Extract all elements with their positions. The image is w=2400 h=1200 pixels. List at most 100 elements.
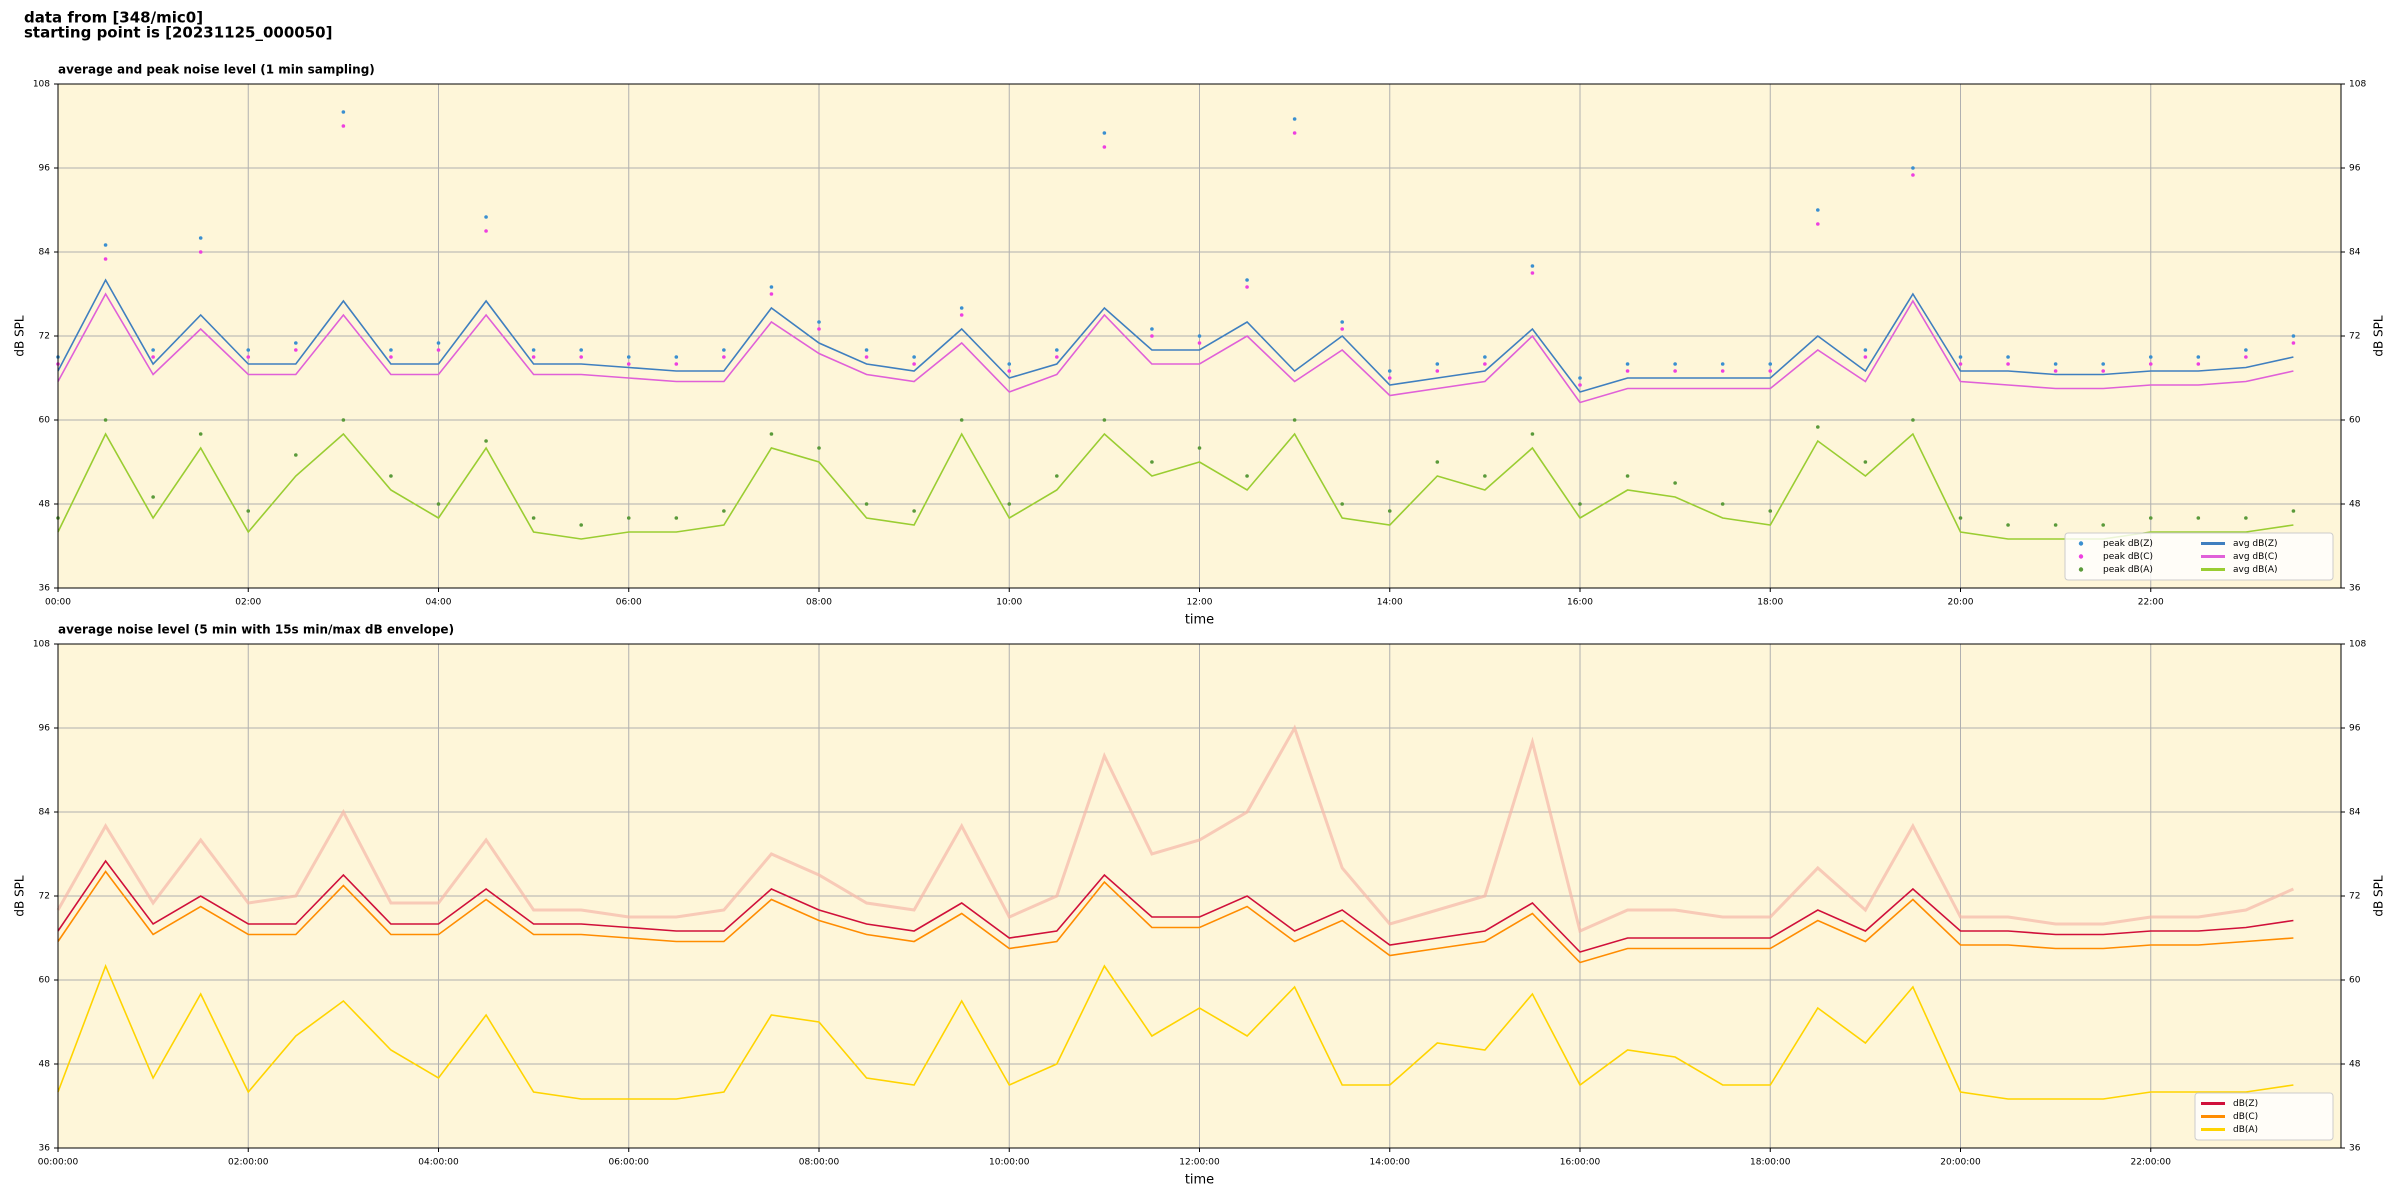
peak-point [1911, 418, 1915, 422]
peak-point [1435, 362, 1440, 366]
plot-frame [57, 83, 2342, 589]
y-axis-label: dB SPL [13, 315, 27, 357]
peak-point [864, 502, 869, 506]
peak-point [2291, 341, 2296, 345]
peak-point [1055, 474, 1059, 478]
peak-point [246, 348, 251, 352]
peak-point [1197, 446, 1202, 450]
y2-tick-label: 96 [2349, 164, 2361, 174]
y-tick-label: 36 [39, 1144, 51, 1154]
peak-point [2244, 348, 2248, 352]
peak-point [1768, 369, 1773, 373]
peak-point [1483, 474, 1487, 478]
peak-point [531, 355, 536, 359]
peak-point [579, 348, 583, 352]
peak-point [1197, 341, 1202, 345]
peak-point [959, 306, 964, 310]
x-axis-label: time [1185, 613, 1214, 628]
header-line: data from [348/mic0] [24, 9, 203, 27]
peak-point [1292, 117, 1297, 121]
x-tick-label: 04:00:00 [418, 1158, 459, 1168]
legend-label: avg dB(A) [2233, 565, 2277, 575]
peak-point [1958, 362, 1963, 366]
subplot-title: average noise level (5 min with 15s min/… [58, 623, 454, 637]
peak-point [1530, 264, 1535, 268]
y-tick-label: 84 [39, 808, 51, 818]
legend-label: peak dB(A) [2103, 565, 2153, 575]
peak-point [722, 509, 726, 513]
legend-box [2194, 1092, 2334, 1141]
peak-point [579, 355, 583, 359]
peak-point [626, 355, 631, 359]
legend-marker [2078, 554, 2084, 559]
peak-point [1245, 474, 1249, 478]
series-line [57, 870, 2294, 964]
legend-label: peak dB(C) [2103, 552, 2153, 562]
peak-point [1768, 509, 1773, 513]
peak-point [769, 285, 774, 289]
peak-point [1483, 362, 1487, 366]
peak-point [436, 348, 441, 352]
peak-point [2196, 362, 2201, 366]
peak-point [151, 348, 155, 352]
peak-point [2101, 369, 2105, 373]
y2-tick-label: 48 [2349, 1060, 2361, 1070]
peak-point [1673, 362, 1677, 366]
peak-point [1578, 502, 1582, 506]
peak-point [1150, 334, 1154, 338]
peak-point [1150, 460, 1154, 464]
peak-point [817, 446, 821, 450]
peak-point [626, 516, 631, 520]
peak-point [2291, 509, 2296, 513]
peak-point [722, 348, 726, 352]
y2-tick-label: 60 [2349, 416, 2361, 426]
x-tick-label: 08:00 [806, 598, 832, 608]
y-tick-label: 84 [39, 248, 51, 258]
y2-tick-label: 84 [2349, 248, 2361, 258]
peak-point [2244, 355, 2248, 359]
peak-point [1102, 145, 1107, 149]
peak-point [2006, 523, 2010, 527]
peak-point [341, 124, 346, 128]
peak-point [198, 432, 203, 436]
peak-point [2101, 523, 2105, 527]
peak-point [1816, 425, 1820, 429]
peak-point [1863, 348, 1868, 352]
peak-point [1197, 334, 1202, 338]
peak-point [2196, 355, 2201, 359]
peak-point [1055, 348, 1059, 352]
peak-point [531, 516, 536, 520]
peak-point [1911, 166, 1915, 170]
peak-point [769, 292, 774, 296]
x-tick-label: 02:00 [235, 598, 261, 608]
peak-point [1150, 327, 1154, 331]
peak-point [2291, 334, 2296, 338]
x-axis-label: time [1185, 1173, 1214, 1188]
peak-point [769, 432, 774, 436]
x-tick-label: 18:00:00 [1750, 1158, 1791, 1168]
peak-point [674, 516, 679, 520]
peak-point [1720, 362, 1725, 366]
y-tick-label: 72 [39, 892, 50, 902]
x-tick-label: 10:00 [996, 598, 1022, 608]
x-tick-label: 02:00:00 [228, 1158, 269, 1168]
peak-point [2196, 516, 2201, 520]
peak-point [1863, 355, 1868, 359]
x-tick-label: 20:00:00 [1940, 1158, 1981, 1168]
peak-point [1625, 362, 1630, 366]
peak-point [674, 355, 679, 359]
peak-point [579, 523, 583, 527]
peak-point [1245, 285, 1249, 289]
peak-point [1435, 460, 1440, 464]
peak-point [1863, 460, 1868, 464]
peak-point [1530, 271, 1535, 275]
peak-point [484, 215, 488, 219]
y-tick-label: 48 [39, 1060, 51, 1070]
peak-point [1007, 362, 1012, 366]
x-tick-label: 06:00:00 [609, 1158, 650, 1168]
series-line [57, 963, 2294, 1100]
peak-point [341, 418, 346, 422]
y2-tick-label: 84 [2349, 808, 2361, 818]
y2-axis-label: dB SPL [2372, 315, 2386, 357]
